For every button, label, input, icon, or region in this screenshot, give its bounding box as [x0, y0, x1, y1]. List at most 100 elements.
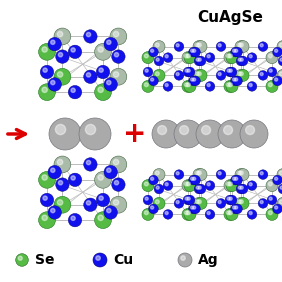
Circle shape	[183, 195, 193, 205]
Circle shape	[93, 253, 107, 267]
Circle shape	[231, 175, 240, 185]
Circle shape	[163, 181, 173, 190]
Circle shape	[163, 53, 173, 62]
Circle shape	[86, 73, 91, 77]
Circle shape	[104, 166, 117, 179]
Circle shape	[202, 125, 211, 135]
Circle shape	[235, 177, 238, 180]
Circle shape	[174, 42, 184, 51]
Circle shape	[258, 199, 268, 208]
Circle shape	[54, 68, 71, 85]
Circle shape	[237, 72, 241, 76]
Circle shape	[186, 182, 190, 186]
Circle shape	[197, 43, 201, 47]
Circle shape	[195, 43, 199, 47]
Circle shape	[226, 52, 238, 64]
Circle shape	[195, 200, 199, 204]
Circle shape	[269, 197, 272, 200]
Circle shape	[233, 47, 242, 57]
Circle shape	[182, 52, 194, 64]
Circle shape	[196, 58, 199, 61]
Circle shape	[277, 69, 282, 81]
Circle shape	[156, 58, 159, 61]
Circle shape	[110, 68, 127, 85]
Circle shape	[54, 156, 71, 173]
Circle shape	[198, 58, 201, 61]
Circle shape	[233, 49, 236, 52]
Circle shape	[51, 80, 55, 85]
Circle shape	[68, 45, 82, 59]
Circle shape	[273, 47, 282, 57]
Circle shape	[224, 52, 236, 64]
Circle shape	[48, 166, 61, 179]
Circle shape	[237, 200, 241, 204]
Circle shape	[174, 170, 184, 179]
Circle shape	[267, 195, 277, 205]
Circle shape	[98, 175, 103, 180]
Circle shape	[195, 69, 207, 81]
Circle shape	[235, 69, 247, 81]
Circle shape	[149, 47, 158, 57]
Circle shape	[112, 50, 125, 63]
Circle shape	[205, 81, 215, 91]
Circle shape	[158, 125, 167, 135]
Circle shape	[273, 204, 282, 214]
Circle shape	[163, 210, 173, 219]
Circle shape	[85, 124, 96, 135]
Circle shape	[110, 156, 127, 173]
Circle shape	[40, 193, 54, 207]
Circle shape	[194, 56, 204, 66]
Circle shape	[187, 197, 190, 200]
Circle shape	[48, 206, 61, 219]
Circle shape	[107, 168, 111, 172]
Circle shape	[110, 196, 127, 213]
Circle shape	[279, 171, 282, 175]
Circle shape	[191, 175, 200, 185]
Circle shape	[86, 160, 91, 165]
Circle shape	[228, 182, 232, 186]
Circle shape	[57, 72, 63, 77]
Circle shape	[58, 180, 63, 185]
Circle shape	[277, 197, 282, 210]
Circle shape	[280, 186, 282, 189]
Circle shape	[113, 72, 119, 77]
Circle shape	[196, 120, 224, 148]
Circle shape	[181, 256, 185, 260]
Circle shape	[231, 204, 240, 214]
Circle shape	[216, 170, 226, 179]
Circle shape	[191, 204, 200, 214]
Circle shape	[193, 177, 196, 180]
Circle shape	[216, 199, 226, 208]
Circle shape	[187, 69, 190, 72]
Circle shape	[98, 215, 103, 221]
Circle shape	[224, 208, 236, 221]
Circle shape	[176, 44, 179, 47]
Circle shape	[235, 169, 247, 180]
Circle shape	[94, 212, 111, 228]
Circle shape	[225, 67, 235, 77]
Circle shape	[240, 186, 243, 189]
Circle shape	[114, 180, 119, 185]
Circle shape	[268, 83, 272, 87]
Circle shape	[197, 200, 201, 204]
Circle shape	[196, 184, 206, 194]
Circle shape	[260, 44, 263, 47]
Circle shape	[39, 84, 55, 101]
Circle shape	[184, 211, 188, 215]
Circle shape	[195, 72, 199, 76]
Circle shape	[184, 180, 196, 191]
Circle shape	[55, 124, 66, 135]
Circle shape	[237, 43, 241, 47]
Circle shape	[174, 199, 184, 208]
Circle shape	[235, 78, 238, 81]
Circle shape	[191, 49, 194, 52]
Circle shape	[144, 211, 148, 215]
Circle shape	[98, 47, 103, 52]
Circle shape	[238, 184, 248, 194]
Circle shape	[107, 80, 111, 85]
Circle shape	[189, 204, 198, 214]
Circle shape	[233, 175, 242, 185]
Circle shape	[268, 54, 272, 58]
Circle shape	[235, 41, 247, 53]
Circle shape	[191, 177, 194, 180]
